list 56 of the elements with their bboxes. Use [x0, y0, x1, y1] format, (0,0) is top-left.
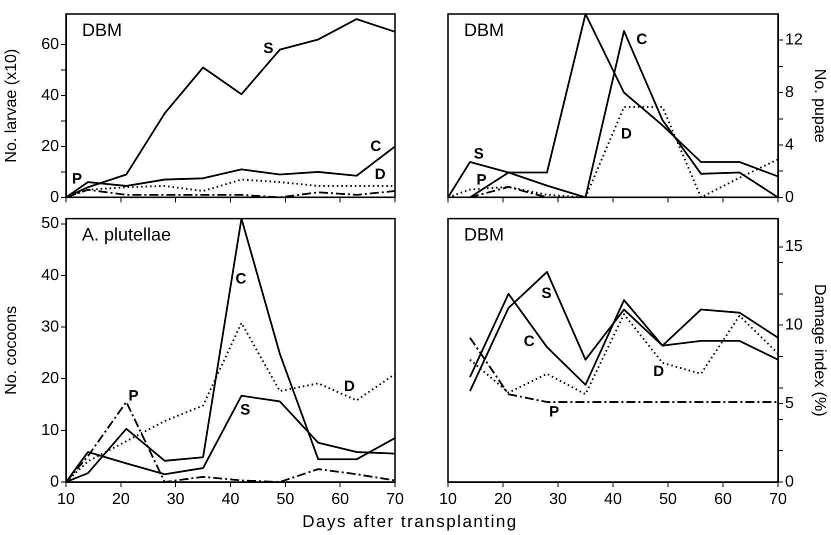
y-tick-label: 0: [50, 188, 60, 206]
y2-tick-label: 0: [785, 188, 794, 206]
x-tick-label: 20: [494, 491, 512, 508]
x-axis-title: Days after transplanting: [301, 512, 519, 532]
x-tick-label: 70: [386, 491, 404, 508]
y2-axis-title: Damage index (%): [810, 284, 828, 417]
series-label: S: [240, 401, 250, 418]
x-tick-label: 60: [331, 491, 350, 508]
y-tick-label: 50: [41, 215, 60, 232]
chart-title: DBM: [82, 20, 122, 40]
y2-tick-label: 4: [785, 136, 794, 154]
series-label: P: [549, 403, 560, 420]
x-tick-label: 20: [112, 491, 130, 508]
chart-title: A. plutellae: [82, 224, 172, 245]
x-tick-label: 70: [769, 491, 787, 508]
y-tick-label: 10: [41, 422, 60, 439]
x-tick-label: 40: [222, 491, 240, 508]
y2-tick-label: 8: [785, 84, 794, 102]
y2-tick-label: 5: [785, 395, 794, 412]
y-tick-label: 20: [41, 138, 60, 155]
y-axis-title: No. larvae (x10): [3, 48, 20, 163]
y-axis-title: No. cocoons: [3, 306, 20, 395]
series-label: S: [541, 284, 552, 302]
series-label: P: [476, 171, 487, 188]
y-tick-label: 60: [41, 36, 60, 53]
y-tick-label: 30: [41, 318, 60, 336]
y2-axis-title: No. pupae: [810, 68, 828, 143]
chart-title: DBM: [464, 20, 504, 40]
series-label: C: [524, 332, 535, 350]
series-label: S: [263, 40, 274, 58]
y2-tick-label: 12: [785, 32, 803, 49]
series-label: C: [636, 31, 648, 48]
series-label: D: [374, 166, 386, 184]
series-label: P: [128, 388, 138, 405]
series-label: C: [236, 270, 247, 288]
y-tick-label: 40: [41, 266, 60, 284]
y2-tick-label: 0: [785, 473, 794, 490]
y-tick-label: 40: [41, 86, 60, 104]
y-tick-label: 0: [50, 473, 60, 490]
x-tick-label: 50: [276, 491, 294, 508]
x-tick-label: 50: [659, 491, 677, 508]
y2-tick-label: 10: [785, 316, 803, 334]
x-tick-label: 30: [549, 491, 567, 508]
series-label: D: [344, 378, 356, 395]
x-tick-label: 40: [604, 491, 622, 508]
x-tick-label: 10: [439, 491, 457, 508]
series-label: C: [370, 138, 382, 156]
y2-tick-label: 15: [785, 238, 803, 256]
series-label: D: [653, 363, 664, 380]
chart-title: DBM: [464, 224, 504, 245]
x-tick-label: 60: [714, 491, 732, 508]
series-label: D: [621, 125, 632, 142]
x-tick-label: 30: [166, 491, 185, 508]
y-tick-label: 20: [41, 370, 60, 388]
series-label: P: [72, 170, 82, 188]
series-label: S: [474, 146, 484, 163]
